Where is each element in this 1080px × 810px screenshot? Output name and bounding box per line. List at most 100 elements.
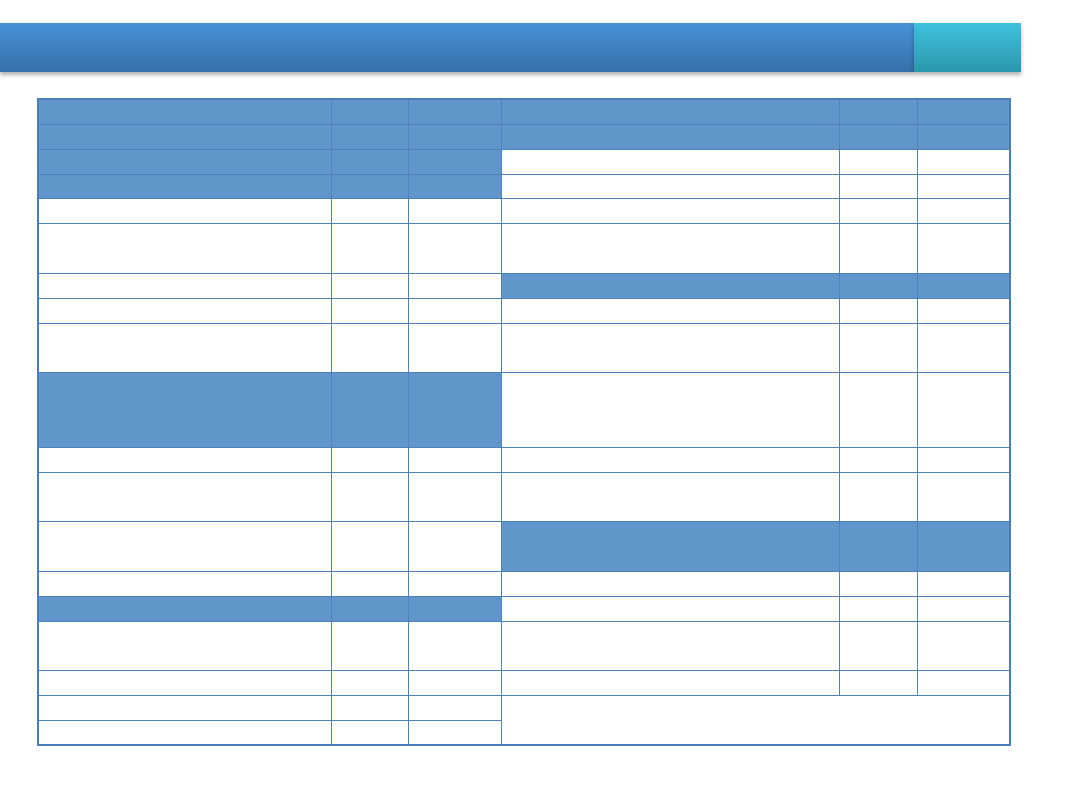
table-cell	[38, 198, 332, 224]
table-cell	[38, 174, 332, 199]
table-cell	[839, 323, 918, 373]
table-cell	[917, 447, 1011, 473]
table-cell	[408, 720, 502, 746]
table-cell	[38, 223, 332, 274]
table-cell	[408, 670, 502, 696]
table-cell	[839, 670, 918, 696]
title-banner	[0, 23, 914, 72]
table-cell	[38, 621, 332, 671]
table-cell	[501, 621, 840, 671]
table-cell	[331, 670, 409, 696]
table-cell	[917, 323, 1011, 373]
table-cell	[331, 223, 409, 274]
table-cell	[38, 323, 332, 373]
table-cell	[38, 571, 332, 597]
table-cell	[38, 521, 332, 572]
table-cell	[501, 99, 840, 125]
table-cell	[501, 670, 840, 696]
table-cell	[408, 571, 502, 597]
table-cell	[38, 670, 332, 696]
table-cell	[331, 124, 409, 150]
table-cell	[917, 198, 1011, 224]
table-cell	[408, 472, 502, 522]
table-cell	[331, 621, 409, 671]
table-cell	[839, 372, 918, 448]
table-cell	[501, 571, 840, 597]
table-cell	[408, 298, 502, 324]
table-cell	[408, 198, 502, 224]
table-cell	[331, 447, 409, 473]
table-cell	[501, 596, 840, 622]
table-cell	[38, 372, 332, 448]
table-cell	[917, 99, 1011, 125]
table-cell	[331, 596, 409, 622]
table-cell	[408, 695, 502, 721]
table-cell	[38, 447, 332, 473]
table-cell	[408, 447, 502, 473]
table-cell	[38, 149, 332, 175]
table-cell	[501, 149, 840, 175]
table-cell	[917, 223, 1011, 274]
table-cell	[917, 621, 1011, 671]
table-cell	[839, 472, 918, 522]
table-cell	[38, 695, 332, 721]
table-cell	[917, 149, 1011, 175]
table-cell	[38, 596, 332, 622]
table-cell	[408, 521, 502, 572]
table-cell	[408, 596, 502, 622]
table-cell	[408, 372, 502, 448]
table-cell	[331, 198, 409, 224]
table-cell	[839, 521, 918, 572]
table-cell	[839, 99, 918, 125]
table-cell	[917, 174, 1011, 199]
table-cell	[501, 273, 840, 299]
table-cell	[408, 174, 502, 199]
table-cell	[331, 720, 409, 746]
table-cell	[839, 174, 918, 199]
table-cell	[839, 571, 918, 597]
table-cell	[917, 571, 1011, 597]
table-cell	[408, 99, 502, 125]
table-cell	[501, 372, 840, 448]
table-cell	[331, 174, 409, 199]
table-cell	[331, 273, 409, 299]
table-cell	[839, 447, 918, 473]
table-cell	[501, 198, 840, 224]
table-cell	[331, 298, 409, 324]
table-cell	[331, 149, 409, 175]
table-cell	[38, 99, 332, 125]
table-cell	[917, 124, 1011, 150]
table-cell	[917, 372, 1011, 448]
table-cell	[331, 521, 409, 572]
table-cell	[408, 273, 502, 299]
table-cell	[408, 124, 502, 150]
table-cell	[839, 298, 918, 324]
table-cell	[408, 323, 502, 373]
table-cell	[839, 596, 918, 622]
table-cell	[917, 521, 1011, 572]
table-cell	[331, 571, 409, 597]
table-cell	[917, 273, 1011, 299]
table-cell	[839, 149, 918, 175]
table-cell	[839, 273, 918, 299]
table-cell	[331, 472, 409, 522]
table-cell	[501, 472, 840, 522]
table-cell	[501, 521, 840, 572]
table-cell	[38, 273, 332, 299]
table-cell	[839, 223, 918, 274]
table-cell	[331, 99, 409, 125]
table-cell	[501, 447, 840, 473]
table-cell	[331, 323, 409, 373]
table-cell	[917, 596, 1011, 622]
table-cell	[38, 124, 332, 150]
table-cell	[408, 149, 502, 175]
table-cell	[38, 720, 332, 746]
table-cell	[331, 695, 409, 721]
table-cell	[839, 621, 918, 671]
table-cell	[38, 472, 332, 522]
table-cell	[331, 372, 409, 448]
table-cell	[501, 223, 840, 274]
table-cell	[917, 670, 1011, 696]
table-cell	[839, 198, 918, 224]
title-banner-accent	[914, 23, 1021, 72]
